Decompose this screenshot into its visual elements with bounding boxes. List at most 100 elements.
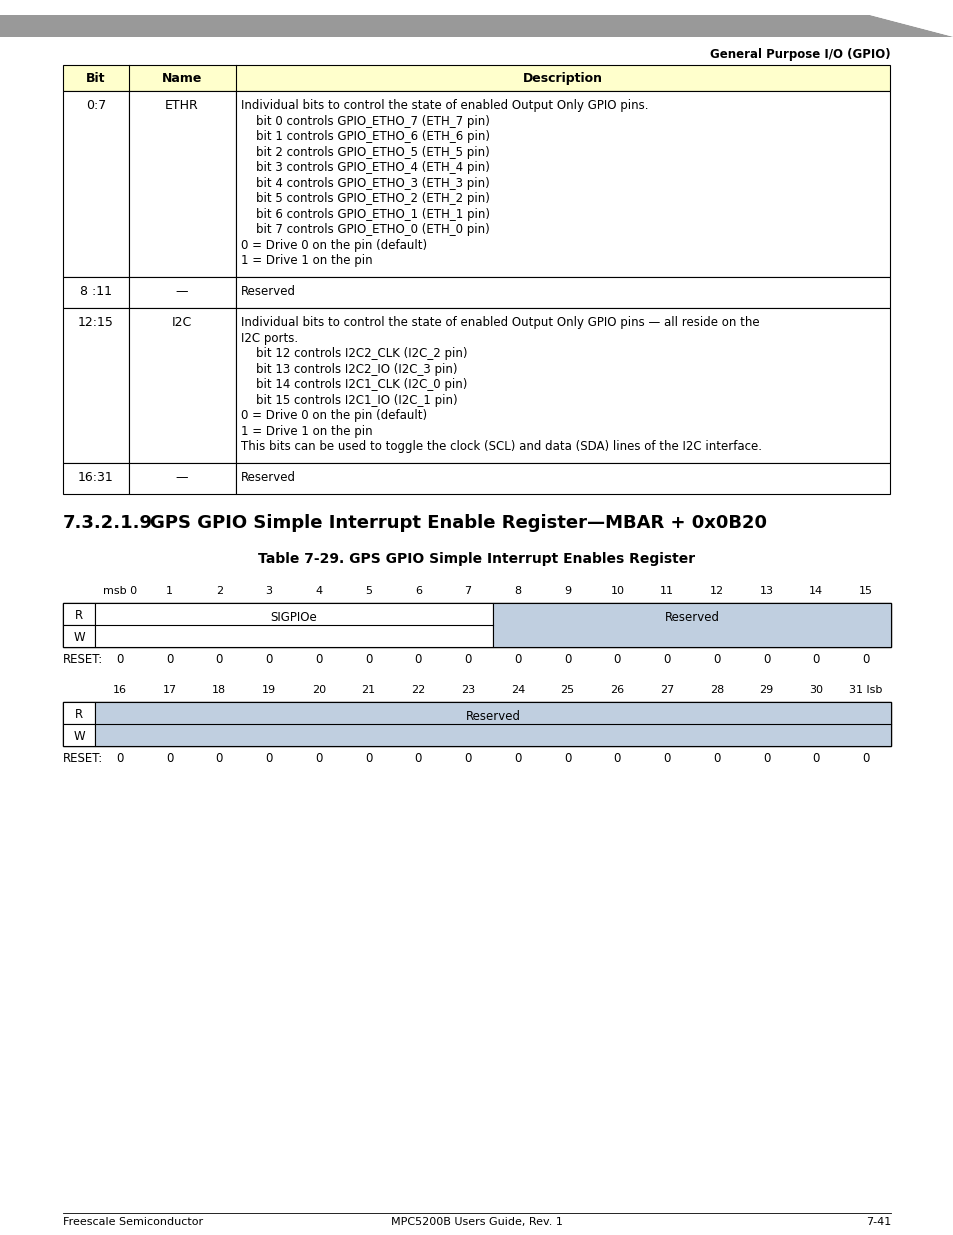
Text: 0: 0 — [862, 653, 869, 666]
Polygon shape — [869, 15, 953, 37]
Text: 0: 0 — [166, 653, 173, 666]
Text: 6: 6 — [415, 585, 421, 597]
Bar — [63, 724, 95, 746]
Text: 12: 12 — [709, 585, 723, 597]
Text: General Purpose I/O (GPIO): General Purpose I/O (GPIO) — [710, 48, 890, 61]
Text: 1 = Drive 1 on the pin: 1 = Drive 1 on the pin — [241, 425, 373, 437]
Bar — [129, 277, 235, 308]
Text: 17: 17 — [162, 685, 176, 695]
Text: bit 4 controls GPIO_ETHO_3 (ETH_3 pin): bit 4 controls GPIO_ETHO_3 (ETH_3 pin) — [255, 177, 489, 189]
Text: I2C: I2C — [172, 316, 192, 329]
Bar — [63, 65, 889, 91]
Text: 0: 0 — [812, 653, 820, 666]
Text: R: R — [75, 609, 83, 622]
Text: bit 12 controls I2C2_CLK (I2C_2 pin): bit 12 controls I2C2_CLK (I2C_2 pin) — [255, 347, 467, 359]
Text: 0: 0 — [762, 752, 769, 764]
Text: 7: 7 — [464, 585, 471, 597]
Bar — [129, 91, 235, 277]
Text: 5: 5 — [365, 585, 372, 597]
Bar — [63, 603, 890, 647]
Text: 0: 0 — [713, 653, 720, 666]
Text: 26: 26 — [610, 685, 624, 695]
Text: 23: 23 — [460, 685, 475, 695]
Bar — [63, 277, 129, 308]
Text: 30: 30 — [808, 685, 822, 695]
Text: 25: 25 — [560, 685, 574, 695]
Text: 0: 0 — [215, 653, 223, 666]
Text: Individual bits to control the state of enabled Output Only GPIO pins.: Individual bits to control the state of … — [241, 99, 648, 112]
Text: 3: 3 — [265, 585, 273, 597]
Text: 0: 0 — [563, 752, 571, 764]
Text: 0: 0 — [662, 653, 670, 666]
Text: 12:15: 12:15 — [78, 316, 113, 329]
Text: bit 3 controls GPIO_ETHO_4 (ETH_4 pin): bit 3 controls GPIO_ETHO_4 (ETH_4 pin) — [255, 161, 489, 174]
Text: MPC5200B Users Guide, Rev. 1: MPC5200B Users Guide, Rev. 1 — [391, 1216, 562, 1228]
Text: bit 1 controls GPIO_ETHO_6 (ETH_6 pin): bit 1 controls GPIO_ETHO_6 (ETH_6 pin) — [255, 130, 490, 143]
Text: SIGPIOe: SIGPIOe — [271, 610, 317, 624]
Text: msb 0: msb 0 — [103, 585, 137, 597]
Text: 0: 0 — [265, 752, 273, 764]
Text: 7.3.2.1.9: 7.3.2.1.9 — [63, 514, 152, 532]
Text: R: R — [75, 708, 83, 721]
Text: Bit: Bit — [86, 72, 106, 85]
Text: 14: 14 — [808, 585, 822, 597]
Text: bit 14 controls I2C1_CLK (I2C_0 pin): bit 14 controls I2C1_CLK (I2C_0 pin) — [255, 378, 467, 391]
Text: 0: 0 — [613, 752, 620, 764]
Bar — [63, 91, 129, 277]
Text: 7-41: 7-41 — [864, 1216, 890, 1228]
Text: 0: 0 — [464, 752, 472, 764]
Text: 0: 0 — [662, 752, 670, 764]
Bar — [63, 701, 95, 724]
Text: 0: 0 — [812, 752, 820, 764]
Text: bit 15 controls I2C1_IO (I2C_1 pin): bit 15 controls I2C1_IO (I2C_1 pin) — [255, 394, 457, 406]
Text: 0: 0 — [713, 752, 720, 764]
Bar — [493, 603, 890, 647]
Text: This bits can be used to toggle the clock (SCL) and data (SDA) lines of the I2C : This bits can be used to toggle the cloc… — [241, 440, 761, 453]
Bar — [235, 277, 889, 308]
Text: 0: 0 — [563, 653, 571, 666]
Text: 8 :11: 8 :11 — [80, 285, 112, 298]
Text: 1: 1 — [166, 585, 172, 597]
Text: 27: 27 — [659, 685, 674, 695]
Text: 24: 24 — [510, 685, 524, 695]
Text: 0 = Drive 0 on the pin (default): 0 = Drive 0 on the pin (default) — [241, 409, 427, 422]
Text: 0: 0 — [365, 752, 372, 764]
Text: 29: 29 — [759, 685, 773, 695]
Text: 4: 4 — [315, 585, 322, 597]
Text: 0: 0 — [514, 653, 521, 666]
Bar — [235, 463, 889, 494]
Text: 0: 0 — [265, 653, 273, 666]
Text: 0: 0 — [116, 653, 124, 666]
Bar — [63, 603, 95, 625]
Text: 15: 15 — [859, 585, 872, 597]
Text: 0: 0 — [862, 752, 869, 764]
Text: bit 6 controls GPIO_ETHO_1 (ETH_1 pin): bit 6 controls GPIO_ETHO_1 (ETH_1 pin) — [255, 207, 490, 221]
Bar — [235, 91, 889, 277]
Bar — [95, 603, 493, 647]
Text: 0: 0 — [166, 752, 173, 764]
Bar — [63, 308, 129, 463]
Text: 28: 28 — [709, 685, 723, 695]
Text: bit 7 controls GPIO_ETHO_0 (ETH_0 pin): bit 7 controls GPIO_ETHO_0 (ETH_0 pin) — [255, 224, 489, 236]
Text: 1 = Drive 1 on the pin: 1 = Drive 1 on the pin — [241, 254, 373, 267]
Text: RESET:: RESET: — [63, 752, 103, 764]
Text: Reserved: Reserved — [664, 610, 719, 624]
Text: 10: 10 — [610, 585, 623, 597]
Text: 19: 19 — [262, 685, 276, 695]
Text: 0: 0 — [613, 653, 620, 666]
Text: Reserved: Reserved — [241, 285, 295, 298]
Text: W: W — [73, 631, 85, 643]
Text: 0: 0 — [314, 653, 322, 666]
Text: 8: 8 — [514, 585, 521, 597]
Text: 0: 0 — [415, 653, 421, 666]
Text: 22: 22 — [411, 685, 425, 695]
Text: bit 5 controls GPIO_ETHO_2 (ETH_2 pin): bit 5 controls GPIO_ETHO_2 (ETH_2 pin) — [255, 191, 489, 205]
Text: —: — — [175, 285, 188, 298]
Text: 0: 0 — [514, 752, 521, 764]
Text: Reserved: Reserved — [241, 471, 295, 484]
Bar — [129, 463, 235, 494]
Text: 9: 9 — [563, 585, 571, 597]
Text: W: W — [73, 730, 85, 743]
Text: 0: 0 — [215, 752, 223, 764]
Text: Name: Name — [162, 72, 202, 85]
